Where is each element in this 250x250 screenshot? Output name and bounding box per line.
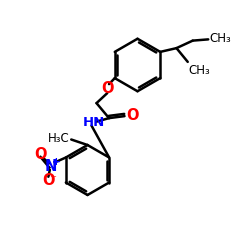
Text: CH₃: CH₃ bbox=[209, 32, 231, 45]
Text: O: O bbox=[102, 81, 114, 96]
Text: CH₃: CH₃ bbox=[189, 64, 210, 77]
Text: ⁻: ⁻ bbox=[49, 173, 56, 186]
Text: H₃C: H₃C bbox=[48, 132, 70, 145]
Text: N: N bbox=[45, 159, 57, 174]
Text: O: O bbox=[126, 108, 138, 123]
Text: O: O bbox=[42, 173, 54, 188]
Text: +: + bbox=[52, 157, 61, 167]
Text: O: O bbox=[34, 147, 47, 162]
Text: HN: HN bbox=[82, 116, 105, 129]
